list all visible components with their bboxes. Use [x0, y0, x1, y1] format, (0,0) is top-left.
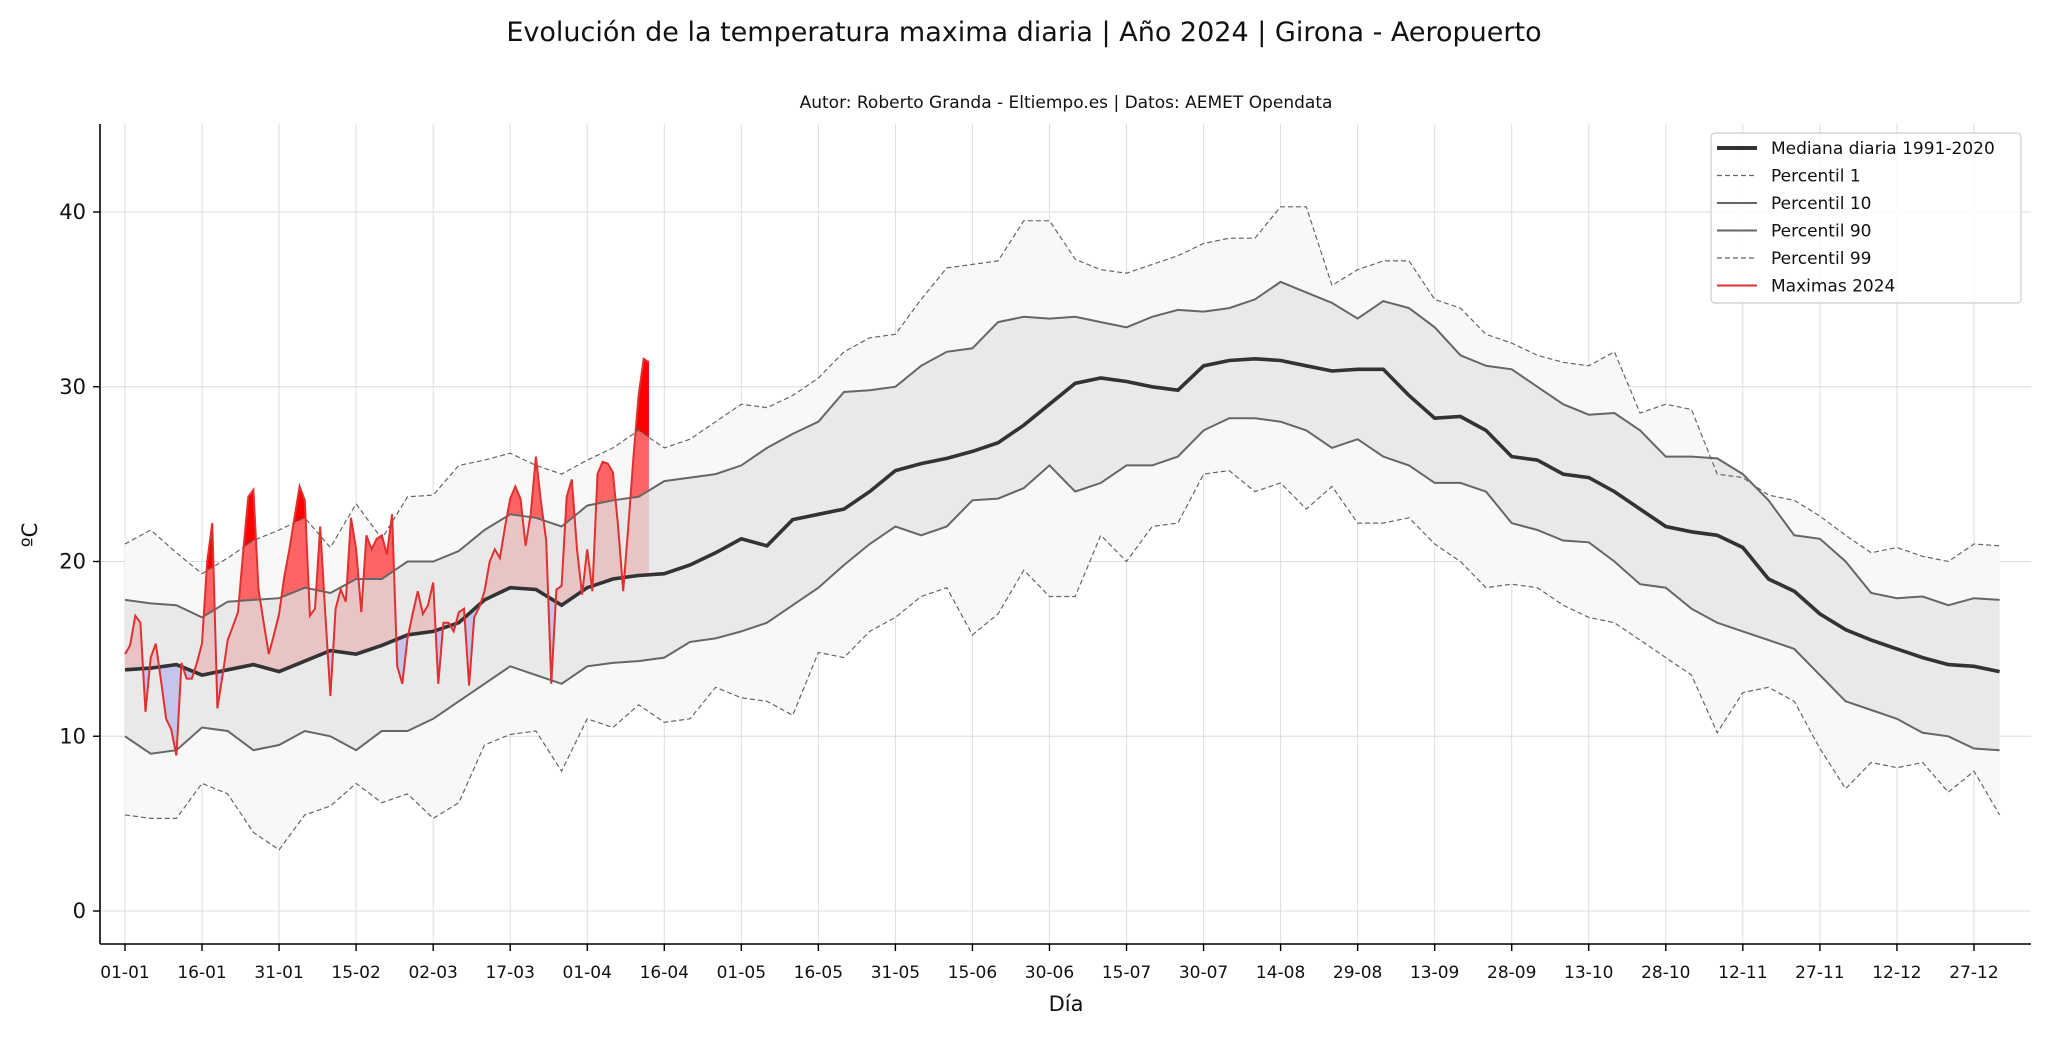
line-maximas-2024: [124, 357, 650, 756]
x-tick-label: 30-06: [1025, 963, 1074, 983]
x-tick-label: 17-03: [485, 963, 534, 983]
band-p10-p90: [125, 281, 2000, 754]
x-tick-label: 01-05: [717, 963, 766, 983]
line-percentil-99: [124, 206, 2000, 575]
x-tick-label: 27-12: [1949, 963, 1998, 983]
x-tick-label: 27-11: [1795, 963, 1844, 983]
x-tick-label: 31-05: [871, 963, 920, 983]
x-tick-label: 01-04: [563, 963, 612, 983]
y-tick-label: 30: [59, 375, 86, 399]
x-tick-label: 28-09: [1487, 963, 1536, 983]
x-tick-label: 15-06: [948, 963, 997, 983]
x-tick-label: 01-01: [100, 963, 149, 983]
x-tick-label: 31-01: [254, 963, 303, 983]
y-tick-label: 40: [59, 200, 86, 224]
y-tick-label: 10: [59, 724, 86, 748]
x-tick-label: 12-11: [1718, 963, 1767, 983]
chart-subtitle: Autor: Roberto Granda - Eltiempo.es | Da…: [800, 93, 1333, 113]
legend: Mediana diaria 1991-2020 Percentil 1 Perce…: [1710, 132, 2022, 304]
x-tick-label: 13-10: [1564, 963, 1613, 983]
legend-label: Mediana diaria 1991-2020: [1771, 139, 1995, 159]
axes: [99, 124, 2031, 945]
y-axis-label: ºC: [18, 523, 42, 548]
legend-label: Percentil 99: [1771, 249, 1871, 269]
x-tick-label: 13-09: [1410, 963, 1459, 983]
line-percentil-10: [124, 417, 2000, 755]
x-tick-label: 16-04: [640, 963, 689, 983]
x-tick-label: 02-03: [408, 963, 457, 983]
x-tick-label: 15-07: [1102, 963, 1151, 983]
chart-title: Evolución de la temperatura maxima diari…: [506, 17, 1541, 48]
series-lines: [124, 206, 2001, 851]
x-tick-label: 15-02: [331, 963, 380, 983]
x-tick-label: 16-01: [177, 963, 226, 983]
line-mediana: [124, 356, 2000, 677]
x-tick-label: 28-10: [1641, 963, 1690, 983]
x-axis-label: Día: [1049, 992, 1084, 1016]
x-tick-label: 14-08: [1256, 963, 1305, 983]
legend-label: Percentil 90: [1771, 222, 1871, 242]
line-percentil-1: [124, 469, 2001, 851]
legend-label: Percentil 1: [1771, 167, 1861, 187]
x-tick-label: 30-07: [1179, 963, 1228, 983]
fill-above-p90: [125, 358, 649, 618]
legend-label: Maximas 2024: [1771, 277, 1895, 297]
x-tick-label: 29-08: [1333, 963, 1382, 983]
band-p1-p99: [125, 206, 2000, 850]
y-tick-label: 0: [73, 899, 86, 923]
y-tick-label: 20: [59, 550, 86, 574]
x-tick-label: 16-05: [794, 963, 843, 983]
x-tick-label: 12-12: [1872, 963, 1921, 983]
percentile-bands: [125, 206, 2000, 850]
anomaly-fills: [125, 358, 649, 756]
line-percentil-90: [124, 280, 2000, 619]
legend-box: [1710, 132, 2022, 304]
legend-label: Percentil 10: [1771, 194, 1871, 214]
